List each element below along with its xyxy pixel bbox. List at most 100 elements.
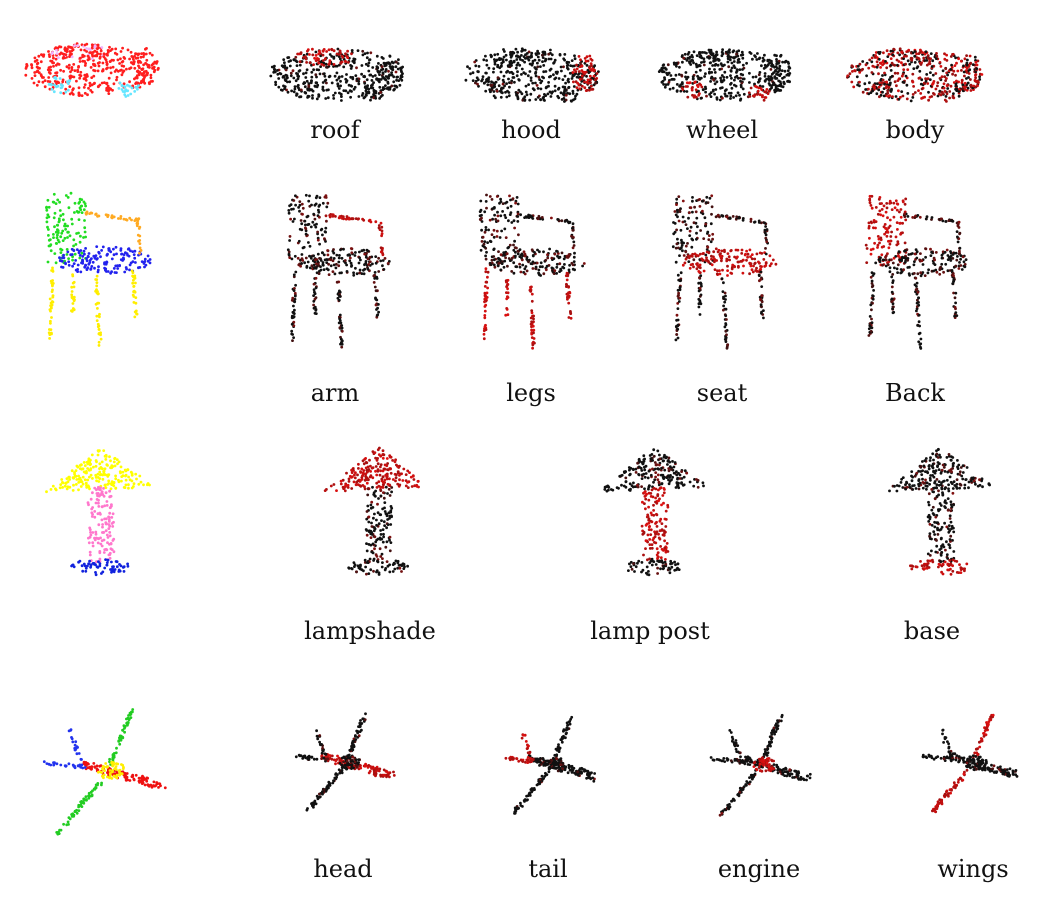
point	[304, 76, 307, 79]
point	[334, 273, 337, 276]
point	[386, 87, 389, 90]
point	[562, 78, 565, 81]
point	[89, 51, 92, 54]
point	[955, 85, 958, 88]
point	[289, 218, 292, 221]
part-label-hood: hood	[501, 116, 561, 144]
point	[759, 268, 762, 271]
point	[958, 221, 961, 224]
point	[142, 483, 145, 486]
point	[48, 245, 51, 248]
point	[574, 70, 577, 73]
point	[135, 312, 138, 315]
point	[946, 59, 949, 62]
point	[85, 213, 88, 216]
point	[68, 264, 71, 267]
point	[501, 262, 504, 265]
point	[768, 90, 771, 93]
point	[71, 55, 74, 58]
point	[518, 64, 521, 67]
point	[572, 241, 575, 244]
point	[127, 94, 130, 97]
point	[953, 315, 956, 318]
point	[895, 236, 898, 239]
point	[327, 96, 330, 99]
point	[674, 210, 677, 213]
point	[296, 60, 299, 63]
point	[51, 88, 54, 91]
point	[510, 211, 513, 214]
point	[676, 328, 679, 331]
point	[314, 259, 317, 262]
point	[523, 99, 526, 102]
point	[770, 68, 773, 71]
point	[99, 255, 102, 258]
point	[566, 274, 569, 277]
point	[964, 265, 967, 268]
point	[127, 248, 130, 251]
point	[75, 469, 78, 472]
point	[903, 81, 906, 84]
point	[750, 52, 753, 55]
point	[81, 211, 84, 214]
point	[549, 49, 552, 52]
point	[681, 81, 684, 84]
point	[871, 280, 874, 283]
point	[55, 46, 58, 49]
point	[966, 62, 969, 65]
point	[120, 50, 123, 53]
point	[326, 249, 329, 252]
point	[946, 87, 949, 90]
point	[534, 71, 537, 74]
point	[760, 64, 763, 67]
point	[157, 67, 160, 70]
point	[904, 203, 907, 206]
point	[84, 76, 87, 79]
point	[503, 228, 506, 231]
point	[914, 277, 917, 280]
point	[927, 56, 930, 59]
point	[936, 81, 939, 84]
point	[107, 90, 110, 93]
point	[40, 60, 43, 63]
point	[298, 240, 301, 243]
point	[505, 82, 508, 85]
point	[502, 48, 505, 51]
point	[137, 84, 140, 87]
point	[567, 291, 570, 294]
point	[363, 263, 366, 266]
point	[95, 479, 98, 482]
point	[532, 267, 535, 270]
point	[934, 263, 937, 266]
point	[938, 273, 941, 276]
point	[142, 55, 145, 58]
point	[141, 68, 144, 71]
point	[530, 323, 533, 326]
point	[678, 300, 681, 303]
point	[566, 64, 569, 67]
point	[520, 271, 523, 274]
point	[338, 53, 341, 56]
point	[140, 481, 143, 484]
point	[684, 53, 687, 56]
point	[66, 236, 69, 239]
point	[138, 235, 141, 238]
point	[93, 82, 96, 85]
point	[665, 68, 668, 71]
point	[338, 87, 341, 90]
point	[500, 230, 503, 233]
point	[361, 64, 364, 67]
point	[874, 262, 877, 265]
point	[122, 471, 125, 474]
point	[918, 332, 921, 335]
point	[540, 88, 543, 91]
point	[960, 69, 963, 72]
point	[917, 291, 920, 294]
point	[910, 253, 913, 256]
point	[581, 265, 584, 268]
point	[135, 310, 138, 313]
point	[374, 297, 377, 300]
point	[138, 475, 141, 478]
point	[339, 314, 342, 317]
point	[742, 217, 745, 220]
